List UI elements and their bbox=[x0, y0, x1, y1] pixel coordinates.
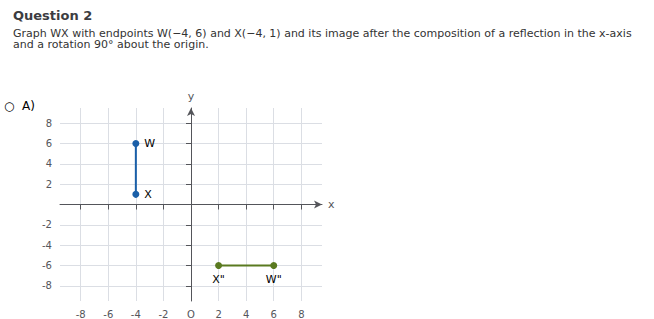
svg-text:W": W" bbox=[266, 273, 282, 286]
svg-text:-2: -2 bbox=[158, 309, 168, 319]
svg-text:-4: -4 bbox=[131, 309, 141, 319]
svg-text:4: 4 bbox=[243, 309, 249, 319]
svg-text:-8: -8 bbox=[42, 280, 52, 291]
svg-text:-2: -2 bbox=[42, 219, 52, 230]
svg-text:and a rotation 90° about the o: and a rotation 90° about the origin. bbox=[13, 38, 209, 51]
svg-text:6: 6 bbox=[271, 309, 277, 319]
svg-text:x: x bbox=[328, 198, 335, 211]
svg-text:4: 4 bbox=[46, 158, 52, 169]
svg-text:○ A): ○ A) bbox=[4, 99, 35, 113]
svg-text:8: 8 bbox=[298, 309, 304, 319]
svg-text:6: 6 bbox=[46, 138, 52, 149]
svg-text:-8: -8 bbox=[76, 309, 86, 319]
svg-text:y: y bbox=[188, 90, 195, 103]
svg-text:2: 2 bbox=[215, 309, 221, 319]
svg-text:-4: -4 bbox=[42, 240, 52, 251]
svg-text:W: W bbox=[144, 137, 155, 150]
svg-text:Question 2: Question 2 bbox=[13, 8, 92, 23]
svg-text:X": X" bbox=[212, 273, 225, 286]
svg-text:O: O bbox=[187, 309, 195, 319]
svg-text:-6: -6 bbox=[103, 309, 113, 319]
svg-text:X: X bbox=[144, 188, 152, 201]
svg-text:Graph WX with endpoints W(−4,: Graph WX with endpoints W(−4, 6) and X(−… bbox=[13, 27, 636, 40]
svg-text:-6: -6 bbox=[42, 260, 52, 271]
svg-text:2: 2 bbox=[46, 179, 52, 190]
svg-text:8: 8 bbox=[46, 118, 52, 129]
